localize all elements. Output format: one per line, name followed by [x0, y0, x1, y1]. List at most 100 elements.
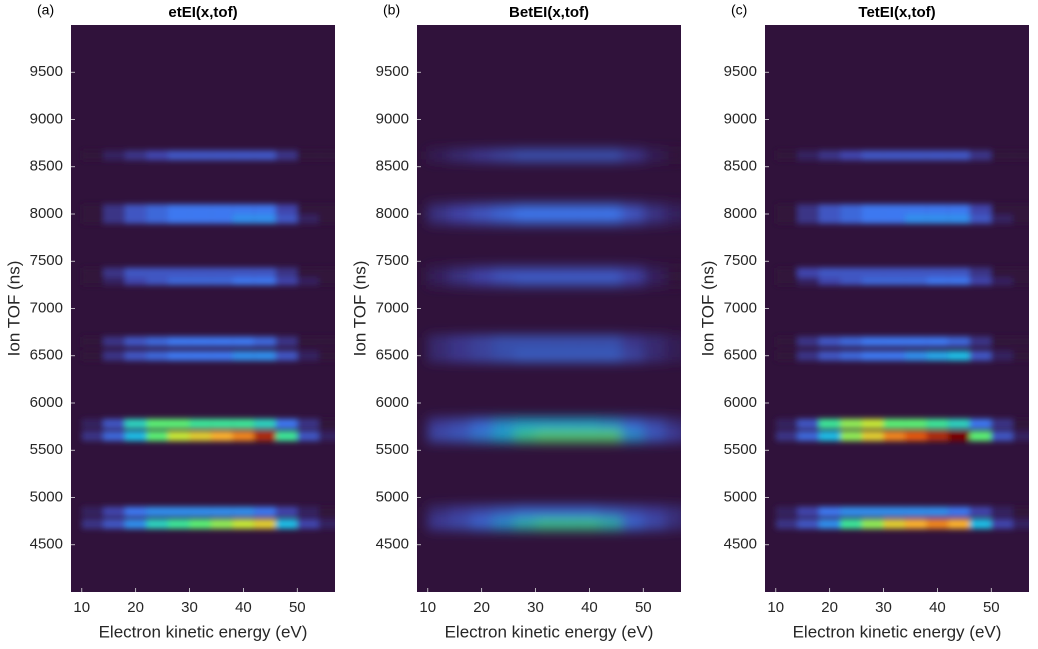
- heatmap-cell: [818, 150, 841, 161]
- heatmap-cell: [81, 518, 104, 529]
- panel-label: (a): [37, 2, 54, 18]
- y-tick-label: 7500: [30, 252, 63, 269]
- heatmap-cell: [254, 518, 276, 529]
- heatmap-cell: [664, 350, 681, 361]
- heatmap-cell: [775, 213, 798, 224]
- heatmap-cell: [535, 150, 558, 161]
- heatmap-cell: [840, 350, 862, 361]
- heatmap-cell: [449, 275, 471, 286]
- heatmap-cell: [861, 336, 884, 347]
- heatmap-cell: [275, 518, 298, 529]
- heatmap-cell: [449, 506, 471, 517]
- y-tick-label: 9000: [724, 110, 757, 127]
- heatmap-cell: [449, 431, 471, 442]
- heatmap-cell: [905, 204, 927, 215]
- heatmap-cell: [167, 431, 190, 442]
- y-tick-label: 4500: [376, 536, 409, 553]
- heatmap-cell: [643, 431, 665, 442]
- heatmap-cell: [775, 418, 798, 429]
- heatmap-cell: [146, 336, 168, 347]
- heatmap-cell: [189, 336, 212, 347]
- heatmap-cell: [861, 518, 884, 529]
- heatmap-cell: [948, 350, 970, 361]
- heatmap-cell: [948, 336, 970, 347]
- heatmap-cell: [427, 418, 450, 429]
- heatmap-cell: [81, 431, 104, 442]
- heatmap-cell: [492, 506, 514, 517]
- heatmap-cell: [232, 336, 255, 347]
- y-tick-label: 8500: [30, 158, 63, 175]
- heatmap-cell: [103, 350, 125, 361]
- heatmap-cell: [232, 204, 255, 215]
- heatmap-cell: [883, 275, 906, 286]
- heatmap-cell: [535, 204, 558, 215]
- heatmap-cell: [621, 267, 644, 278]
- heatmap-cell: [818, 518, 841, 529]
- heatmap-cell: [578, 431, 601, 442]
- heatmap-cell: [254, 418, 276, 429]
- heatmap-cell: [664, 275, 681, 286]
- heatmap-cell: [578, 267, 601, 278]
- heatmap-cell: [948, 518, 970, 529]
- heatmap-cell: [124, 275, 147, 286]
- heatmap-cell: [254, 350, 276, 361]
- heatmap-cell: [318, 350, 335, 361]
- heatmap-cell: [167, 506, 190, 517]
- heatmap-cell: [275, 336, 298, 347]
- heatmap-cell: [664, 431, 681, 442]
- heatmap-cell: [513, 204, 536, 215]
- heatmap-cell: [189, 150, 212, 161]
- heatmap-cell: [926, 267, 949, 278]
- heatmap-cell: [797, 213, 819, 224]
- heatmap-cell: [969, 431, 992, 442]
- x-tick-label: 20: [127, 599, 144, 616]
- y-axis-label: Ion TOF (ns): [350, 261, 369, 357]
- heatmap-cell: [427, 336, 450, 347]
- heatmap-cell: [600, 267, 622, 278]
- heatmap-cell: [211, 336, 233, 347]
- x-tick-label: 50: [635, 599, 652, 616]
- heatmap-cell: [449, 267, 471, 278]
- heatmap-cell: [449, 213, 471, 224]
- heatmap-cell: [883, 336, 906, 347]
- heatmap-cell: [254, 431, 276, 442]
- heatmap-cell: [535, 275, 558, 286]
- heatmap-cell: [167, 418, 190, 429]
- heatmap-cell: [969, 518, 992, 529]
- x-tick-label: 30: [527, 599, 544, 616]
- heatmap-cell: [969, 213, 992, 224]
- heatmap-cell: [427, 506, 450, 517]
- heatmap-cell: [146, 150, 168, 161]
- heatmap-cell: [211, 418, 233, 429]
- heatmap-cell: [797, 350, 819, 361]
- heatmap-cell: [948, 213, 970, 224]
- heatmap-cell: [664, 336, 681, 347]
- heatmap-cell: [211, 350, 233, 361]
- y-tick-label: 9500: [376, 63, 409, 80]
- y-tick-label: 7000: [376, 299, 409, 316]
- x-axis-label: Electron kinetic energy (eV): [445, 622, 654, 641]
- heatmap-cell: [254, 506, 276, 517]
- heatmap-cell: [1012, 267, 1029, 278]
- heatmap-cell: [535, 518, 558, 529]
- x-tick-label: 10: [767, 599, 784, 616]
- heatmap-cell: [600, 418, 622, 429]
- x-tick-label: 10: [419, 599, 436, 616]
- cells: [427, 150, 681, 529]
- y-tick-label: 8500: [724, 158, 757, 175]
- heatmap-cell: [840, 418, 862, 429]
- heatmap-cell: [232, 418, 255, 429]
- y-tick-label: 5500: [30, 441, 63, 458]
- x-tick-label: 40: [581, 599, 598, 616]
- y-tick-label: 8000: [30, 205, 63, 222]
- heatmap-cell: [470, 213, 493, 224]
- x-tick-label: 40: [929, 599, 946, 616]
- heatmap-cell: [167, 267, 190, 278]
- heatmap-cell: [146, 213, 168, 224]
- heatmap-cell: [775, 204, 798, 215]
- heatmap-cell: [81, 506, 104, 517]
- heatmap-cell: [513, 267, 536, 278]
- heatmap-cell: [775, 275, 798, 286]
- heatmap-cell: [557, 518, 579, 529]
- heatmap-cell: [189, 267, 212, 278]
